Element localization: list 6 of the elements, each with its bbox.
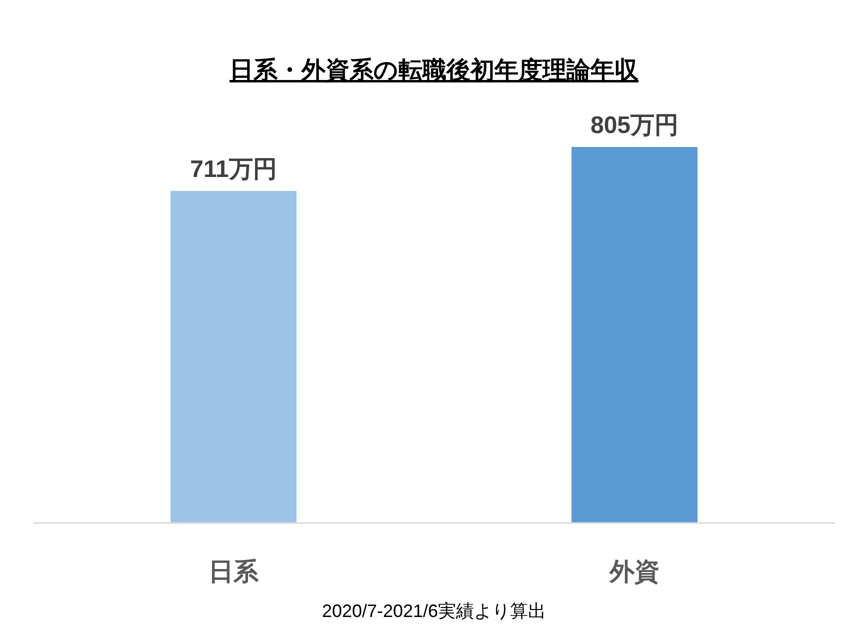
x-tick-label: 外資 xyxy=(608,558,660,586)
chart-title: 日系・外資系の転職後初年度理論年収 xyxy=(230,57,640,84)
data-label: 711万円 xyxy=(190,156,277,183)
data-label: 805万円 xyxy=(590,112,679,139)
text: 2020/7-2021/6実績より算出 xyxy=(322,601,546,621)
x-tick-label: 日系 xyxy=(208,558,260,586)
